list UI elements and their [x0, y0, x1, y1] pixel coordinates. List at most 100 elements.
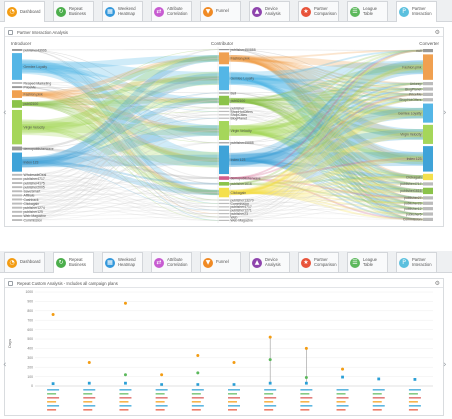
top-tab-8[interactable]: P Partner Interaction: [396, 1, 437, 22]
sankey-node[interactable]: [219, 110, 229, 113]
sankey-node[interactable]: [423, 173, 433, 181]
sankey-node[interactable]: [423, 187, 433, 195]
sankey-node[interactable]: [219, 206, 229, 208]
bottom-tab-7[interactable]: ☰ League Table: [347, 252, 388, 272]
bottom-tab-0[interactable]: ◔ Dashboard: [4, 252, 45, 272]
sankey-node[interactable]: [12, 182, 22, 185]
sankey-node[interactable]: [423, 98, 433, 102]
sankey-node[interactable]: [219, 182, 229, 186]
sankey-node[interactable]: [219, 52, 229, 65]
scatter-point[interactable]: [196, 371, 200, 375]
sankey-node[interactable]: [219, 219, 229, 221]
sankey-node[interactable]: [219, 95, 229, 106]
sankey-node[interactable]: [12, 202, 22, 205]
scatter-point[interactable]: [160, 383, 164, 386]
sankey-node[interactable]: [219, 145, 229, 175]
sankey-node[interactable]: [423, 49, 433, 53]
sankey-node[interactable]: [12, 146, 22, 151]
top-tab-6[interactable]: ★ Partner Comparison: [298, 1, 339, 21]
sankey-node[interactable]: [423, 146, 433, 172]
scatter-point[interactable]: [341, 367, 345, 371]
top-tab-0[interactable]: ◔ Dashboard: [4, 1, 45, 22]
scatter-point[interactable]: [413, 378, 417, 381]
sankey-node[interactable]: [219, 114, 229, 116]
sankey-node[interactable]: [423, 54, 433, 80]
sankey-node[interactable]: [423, 212, 433, 216]
sankey-node[interactable]: [423, 103, 433, 123]
sankey-node[interactable]: [12, 219, 22, 221]
scatter-point[interactable]: [377, 377, 381, 381]
sankey-node[interactable]: [12, 198, 22, 201]
top-tab-5[interactable]: ▲ Device Analysis: [249, 1, 290, 21]
sankey-node[interactable]: [219, 187, 229, 198]
gear-icon[interactable]: ⚙: [434, 280, 440, 287]
sankey-node[interactable]: [423, 124, 433, 144]
scatter-point[interactable]: [268, 335, 272, 339]
sankey-node[interactable]: [12, 100, 22, 108]
scatter-point[interactable]: [51, 382, 55, 386]
scatter-point[interactable]: [268, 358, 272, 362]
bottom-tab-4[interactable]: ▼ Funnel: [200, 252, 241, 272]
sankey-node[interactable]: [423, 196, 433, 200]
scatter-point[interactable]: [196, 383, 200, 386]
sankey-node[interactable]: [12, 53, 22, 80]
sankey-node[interactable]: [423, 217, 433, 221]
top-tab-4[interactable]: ▼ Funnel: [200, 1, 241, 21]
sankey-node[interactable]: [219, 216, 229, 218]
sankey-node[interactable]: [219, 199, 229, 201]
scatter-point[interactable]: [51, 313, 55, 317]
sankey-node[interactable]: [219, 66, 229, 91]
sankey-node[interactable]: [12, 177, 22, 180]
bottom-tab-6[interactable]: ★ Partner Comparison: [298, 252, 339, 272]
next-arrow-icon[interactable]: ›: [443, 108, 447, 118]
sankey-node[interactable]: [423, 92, 433, 96]
sankey-node[interactable]: [219, 142, 229, 144]
sankey-node[interactable]: [12, 194, 22, 197]
scatter-point[interactable]: [87, 381, 91, 385]
sankey-node[interactable]: [219, 176, 229, 180]
sankey-node[interactable]: [12, 173, 22, 176]
sankey-node[interactable]: [12, 86, 22, 89]
sankey-node[interactable]: [12, 82, 22, 84]
scatter-point[interactable]: [160, 373, 164, 377]
sankey-node[interactable]: [12, 152, 22, 172]
sankey-node[interactable]: [219, 117, 229, 119]
scatter-point[interactable]: [304, 346, 308, 350]
bottom-tab-3[interactable]: ⇄ Attribute Correlation: [151, 252, 192, 272]
scatter-point[interactable]: [304, 381, 308, 385]
sankey-node[interactable]: [12, 186, 22, 189]
scatter-point[interactable]: [341, 375, 344, 379]
sankey-node[interactable]: [423, 82, 433, 86]
bottom-tab-8[interactable]: P Partner Interaction: [396, 252, 437, 272]
bottom-tab-1[interactable]: ↻ Repeat Business: [53, 252, 94, 273]
sankey-node[interactable]: [423, 87, 433, 91]
sankey-node[interactable]: [219, 92, 229, 94]
sankey-node[interactable]: [219, 49, 229, 51]
sankey-node[interactable]: [219, 213, 229, 215]
scatter-point[interactable]: [268, 381, 272, 385]
scatter-point[interactable]: [232, 383, 236, 386]
next-arrow-icon[interactable]: ›: [443, 360, 447, 370]
scatter-point[interactable]: [124, 381, 127, 385]
scatter-point[interactable]: [304, 376, 308, 380]
scatter-point[interactable]: [123, 301, 127, 305]
sankey-node[interactable]: [12, 90, 22, 98]
sankey-node[interactable]: [219, 209, 229, 211]
sankey-node[interactable]: [12, 49, 22, 51]
prev-arrow-icon[interactable]: ‹: [3, 108, 7, 118]
scatter-point[interactable]: [232, 361, 236, 364]
bottom-tab-5[interactable]: ▲ Device Analysis: [249, 252, 290, 272]
top-tab-1[interactable]: ↻ Repeat Business: [53, 1, 94, 21]
top-tab-3[interactable]: ⇄ Attribute Correlation: [151, 1, 192, 21]
scatter-point[interactable]: [87, 361, 91, 364]
gear-icon[interactable]: ⚙: [434, 29, 440, 36]
sankey-node[interactable]: [219, 121, 229, 141]
sankey-node[interactable]: [423, 182, 433, 186]
sankey-node[interactable]: [12, 206, 22, 209]
sankey-node[interactable]: [12, 109, 22, 145]
sankey-node[interactable]: [423, 207, 433, 211]
top-tab-2[interactable]: ▦ Weekend Heatmap: [102, 1, 143, 21]
scatter-point[interactable]: [196, 353, 200, 357]
scatter-point[interactable]: [123, 373, 127, 377]
prev-arrow-icon[interactable]: ‹: [3, 360, 7, 370]
